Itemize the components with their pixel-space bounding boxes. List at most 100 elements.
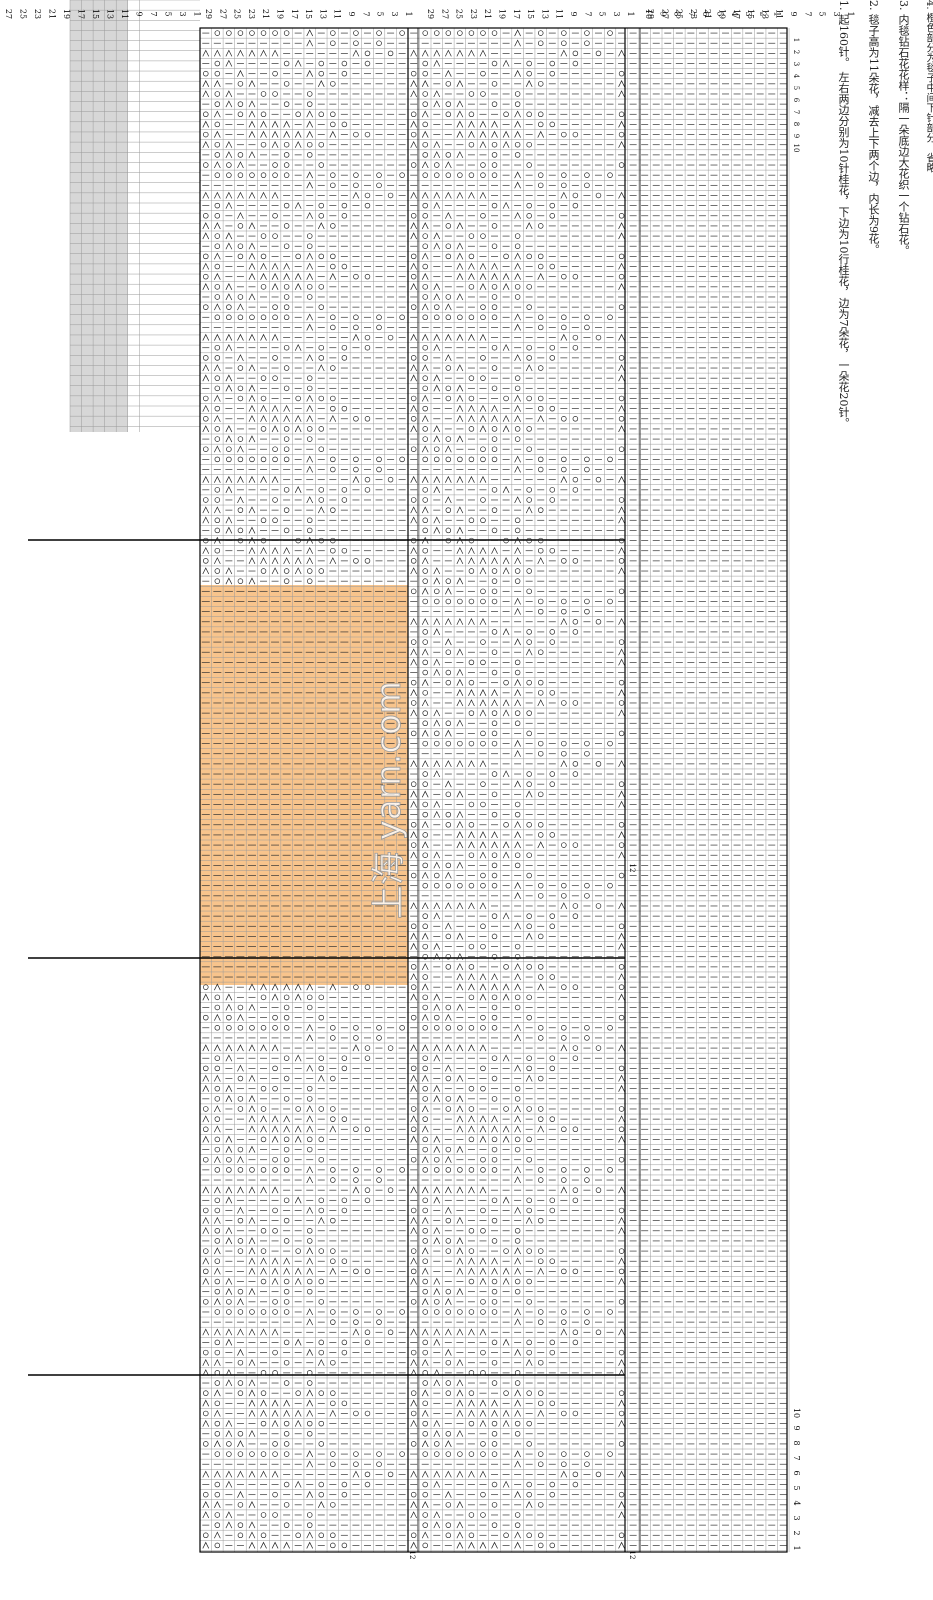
yarn-over [410,588,417,595]
yarn-over [295,395,301,402]
yarn-over [422,456,428,463]
decrease [248,394,256,402]
yarn-over [491,202,498,209]
decrease [202,516,210,524]
yarn-over [318,487,325,493]
yarn-over [572,487,579,493]
decrease [202,333,210,341]
decrease [456,678,464,686]
yarn-over [214,101,221,107]
yarn-over [445,395,452,402]
decrease [294,414,302,422]
yarn-over [480,659,486,666]
decrease [283,272,290,280]
yarn-over [514,568,521,574]
yarn-over [295,253,301,260]
decrease [502,130,510,138]
yarn-over [549,629,556,635]
decrease [421,303,429,311]
decrease [306,404,314,412]
yarn-over [422,517,428,524]
yarn-over [468,172,475,178]
yarn-over [445,740,452,747]
yarn-over [214,294,221,300]
yarn-over [399,456,405,463]
yarn-over [607,456,613,463]
decrease [618,475,625,483]
decrease [502,272,510,280]
yarn-over [203,253,209,260]
decrease [410,191,417,199]
decrease [294,59,302,67]
yarn-over [214,121,221,128]
yarn-over [237,537,244,544]
decrease [433,800,441,808]
yarn-over [214,527,221,534]
decrease [514,496,521,504]
yarn-over [491,598,498,605]
yarn-over [584,750,590,757]
decrease [421,222,429,230]
yarn-over [618,253,625,260]
decrease [618,760,625,768]
decrease [491,557,498,565]
decrease [202,546,210,554]
yarn-over [203,416,209,422]
decrease [525,364,533,372]
decrease [294,130,302,138]
decrease [283,414,290,422]
decrease [433,425,441,433]
yarn-over [422,497,428,503]
yarn-over [318,253,325,260]
decrease [514,841,521,849]
decrease [306,323,314,331]
decrease [421,617,429,625]
yarn-over [422,639,428,645]
decrease [468,120,475,128]
decrease [560,49,568,57]
yarn-over [330,537,336,544]
yarn-over [249,30,255,36]
decrease [352,333,360,341]
decrease [479,414,487,422]
yarn-over [618,304,625,310]
yarn-over [445,679,452,686]
decrease [502,414,510,422]
decrease [410,283,417,290]
yarn-over [410,395,417,402]
decrease [214,414,221,422]
yarn-over [618,70,625,77]
decrease [456,242,464,250]
yarn-over [318,537,325,544]
decrease [445,303,452,311]
decrease [248,506,256,514]
yarn-over [283,81,290,87]
decrease [306,394,314,402]
yarn-over [422,121,428,128]
yarn-over [283,426,290,432]
decrease [214,222,221,230]
decrease [214,445,221,453]
yarn-over [468,395,475,402]
decrease [433,151,441,159]
yarn-over [561,893,567,899]
decrease [433,343,441,351]
yarn-over [214,213,221,219]
decrease [294,557,302,565]
yarn-over [561,314,567,321]
decrease [479,262,487,270]
yarn-over [410,253,417,260]
decrease [225,90,233,98]
decrease [421,191,429,199]
yarn-over [561,882,567,889]
decrease [433,526,441,534]
yarn-over [283,141,290,148]
yarn-over [480,355,486,361]
decrease [514,262,521,270]
decrease [514,354,521,362]
yarn-over [480,91,486,97]
yarn-over [410,964,417,970]
decrease [214,557,221,565]
yarn-over [387,334,394,341]
decrease [525,222,533,230]
